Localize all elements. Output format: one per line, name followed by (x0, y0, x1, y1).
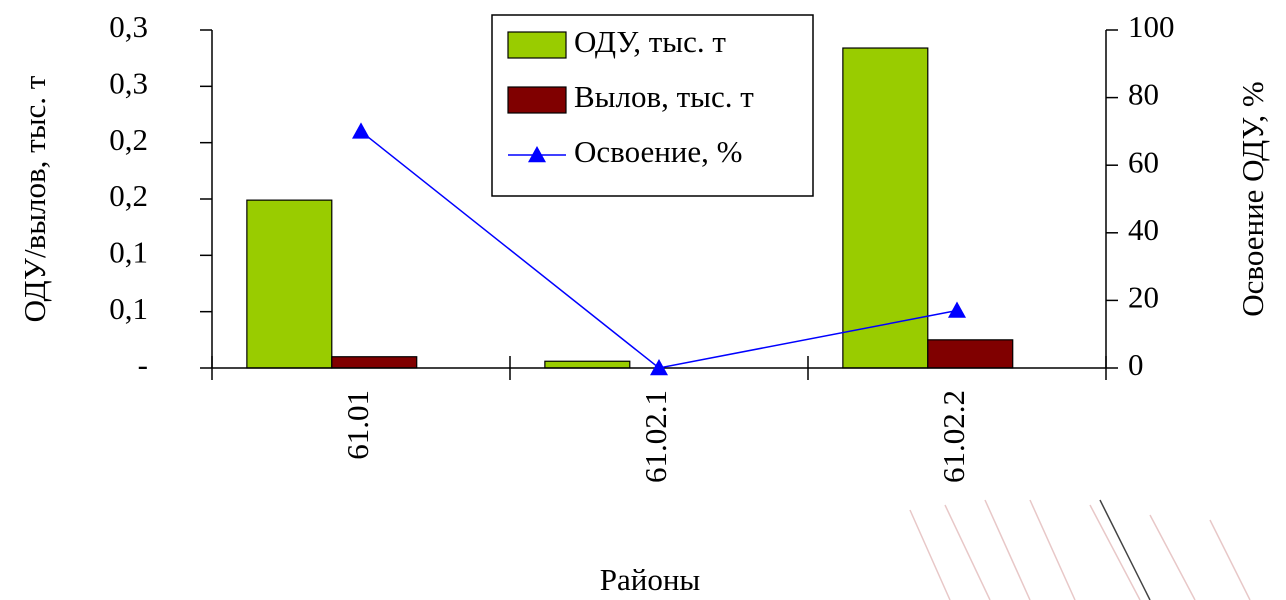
legend-swatch (507, 31, 567, 59)
y-tick-label: 0,2 (109, 178, 148, 213)
line-marker (352, 122, 370, 139)
legend-label: ОДУ, тыс. т (574, 24, 726, 59)
x-tick-label: 61.02.1 (638, 390, 673, 483)
y-tick-label: 0,1 (109, 291, 148, 326)
y-tick-label: 0,3 (109, 65, 148, 100)
y2-tick-label: 20 (1128, 280, 1159, 315)
y2-tick-label: 60 (1128, 144, 1159, 179)
legend-marker (528, 146, 546, 163)
y-axis-title: ОДУ/вылов, тыс. т (17, 75, 52, 322)
line-marker (650, 359, 668, 376)
y-tick-label: 0,2 (109, 122, 148, 157)
y2-tick-label: 0 (1128, 347, 1144, 382)
y2-tick-label: 100 (1128, 9, 1175, 44)
bar (246, 199, 333, 369)
x-axis-title: Районы (600, 562, 701, 597)
bar (544, 360, 631, 369)
y2-axis-title: Освоение ОДУ, % (1235, 81, 1270, 316)
y-tick-label: - (138, 347, 148, 382)
bar (842, 47, 929, 369)
bar (927, 339, 1014, 369)
y-tick-label: 0,3 (109, 9, 148, 44)
y2-tick-label: 40 (1128, 212, 1159, 247)
y-tick-label: 0,1 (109, 234, 148, 269)
y2-tick-label: 80 (1128, 77, 1159, 112)
legend-label: Освоение, % (574, 134, 742, 169)
line-marker (948, 301, 966, 318)
legend-swatch (507, 86, 567, 114)
bar (331, 356, 418, 369)
x-tick-label: 61.02.2 (936, 390, 971, 483)
decoration (909, 499, 1251, 600)
legend-label: Вылов, тыс. т (574, 79, 754, 114)
x-tick-label: 61.01 (340, 390, 375, 460)
